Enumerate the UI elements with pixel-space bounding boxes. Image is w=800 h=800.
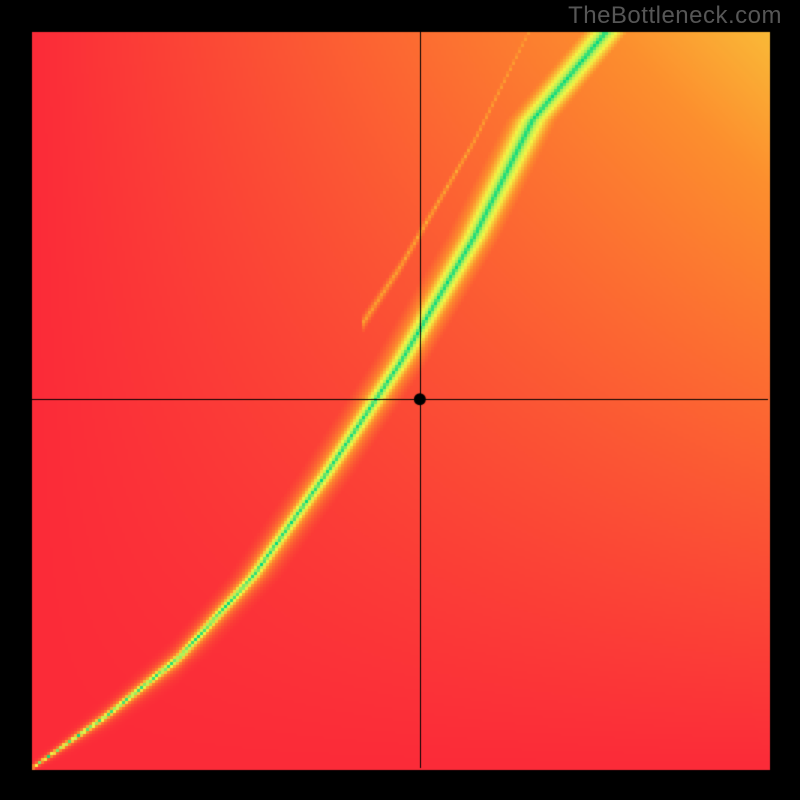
bottleneck-heatmap <box>0 0 800 800</box>
watermark-text: TheBottleneck.com <box>568 2 782 30</box>
